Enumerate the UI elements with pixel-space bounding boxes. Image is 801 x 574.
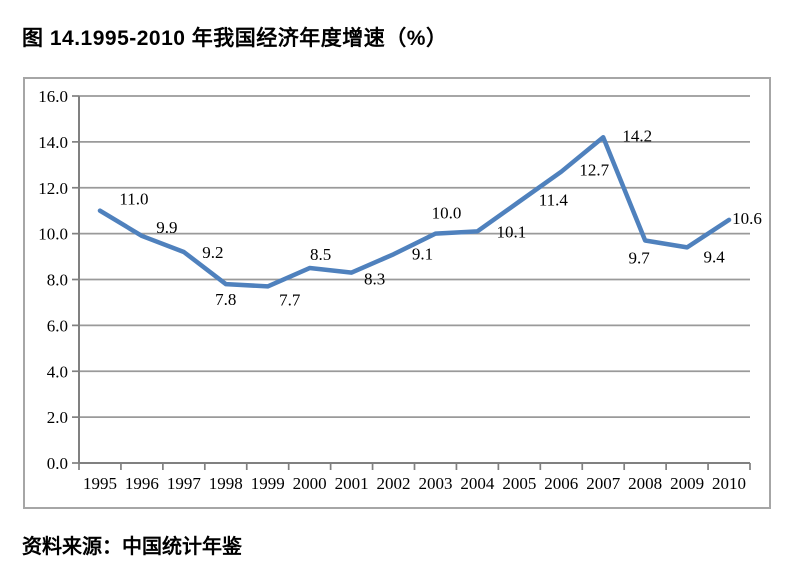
x-axis-tick-label: 2003 [418, 474, 452, 493]
source-note: 资料来源：中国统计年鉴 [22, 536, 242, 558]
x-axis-tick-label: 2008 [628, 474, 662, 493]
chart-border [23, 77, 771, 509]
series-line [97, 135, 732, 289]
x-axis-tick-label: 1996 [125, 474, 159, 493]
data-label: 10.6 [732, 209, 762, 228]
x-axis-tick-label: 2001 [335, 474, 369, 493]
x-axis-tick-label: 2006 [544, 474, 578, 493]
y-axis-tick-label: 8.0 [47, 271, 68, 290]
data-label: 12.7 [579, 161, 609, 180]
y-axis-tick-label: 4.0 [47, 362, 68, 381]
data-label: 9.4 [703, 247, 725, 266]
data-label: 8.5 [310, 245, 331, 264]
data-label: 9.1 [412, 244, 433, 263]
data-label: 9.7 [629, 249, 651, 268]
data-label: 10.0 [432, 204, 462, 223]
x-axis-tick-label: 2004 [460, 474, 495, 493]
x-axis-tick-label: 1999 [251, 474, 285, 493]
y-axis-tick-label: 14.0 [38, 133, 68, 152]
y-axis-tick-label: 2.0 [47, 408, 68, 427]
data-label: 10.1 [497, 222, 527, 241]
y-axis-tick-label: 6.0 [47, 316, 68, 335]
x-axis-tick-label: 1995 [83, 474, 117, 493]
data-label: 7.7 [279, 290, 301, 309]
data-label: 11.0 [119, 190, 148, 209]
x-axis-tick-label: 2005 [502, 474, 536, 493]
x-axis-tick-label: 2007 [586, 474, 621, 493]
y-axis-tick-label: 10.0 [38, 225, 68, 244]
data-label: 11.4 [539, 191, 569, 210]
data-label: 7.8 [215, 290, 236, 309]
x-axis-tick-label: 2009 [670, 474, 704, 493]
y-axis-tick-label: 0.0 [47, 454, 68, 473]
y-axis-tick-label: 16.0 [38, 87, 68, 106]
data-label: 8.3 [364, 270, 385, 289]
x-axis-tick-label: 1997 [167, 474, 202, 493]
x-axis-tick-label: 2010 [712, 474, 746, 493]
y-axis-tick-label: 12.0 [38, 179, 68, 198]
x-axis-tick-label: 2002 [377, 474, 411, 493]
x-axis-tick-label: 1998 [209, 474, 243, 493]
data-label: 9.9 [156, 218, 177, 237]
x-axis-tick-label: 2000 [293, 474, 327, 493]
chart-title: 图 14.1995-2010 年我国经济年度增速（%） [22, 27, 448, 50]
data-label: 14.2 [622, 126, 652, 145]
data-label: 9.2 [202, 243, 223, 262]
